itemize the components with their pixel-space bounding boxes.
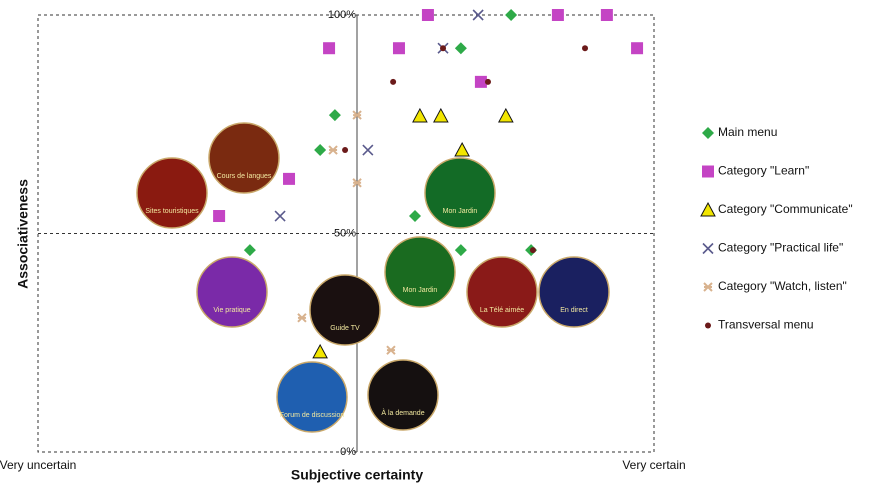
legend-label: Transversal menu (718, 318, 814, 332)
point (390, 78, 397, 85)
legend-marker (703, 282, 713, 292)
point (314, 144, 327, 157)
point (274, 210, 286, 222)
y-axis-title: Associativeness (15, 179, 31, 289)
legend-label: Main menu (718, 125, 777, 139)
point (505, 9, 518, 21)
icon-label: Mon Jardin (403, 287, 438, 294)
point (328, 109, 341, 122)
icon-label: Vie pratique (213, 307, 250, 314)
point (386, 345, 396, 355)
x-tick-label: Very certain (622, 458, 685, 472)
legend-marker (705, 322, 711, 329)
point (412, 107, 428, 123)
point (440, 45, 447, 52)
legend-marker (702, 127, 714, 139)
y-tick-label: 100% (328, 9, 356, 21)
point (297, 313, 307, 323)
point (243, 244, 256, 257)
point (454, 42, 467, 55)
point (352, 178, 362, 188)
point (421, 9, 434, 21)
point (312, 343, 328, 359)
point (433, 107, 449, 123)
point (474, 75, 487, 88)
point (551, 9, 564, 21)
icon-label: Cours de langues (217, 173, 272, 180)
point (342, 147, 349, 154)
legend-marker (700, 201, 716, 217)
point (600, 9, 613, 21)
legend-label: Category "Learn" (718, 164, 809, 178)
point (323, 42, 336, 55)
icon-label: La Télé aimée (480, 307, 524, 314)
icon-label: Mon Jardin (443, 208, 478, 215)
x-tick-label: Very uncertain (0, 458, 76, 472)
icon-label: Forum de discussion (280, 412, 345, 419)
menu-icon (384, 236, 456, 308)
legend-marker (702, 242, 714, 255)
point (328, 145, 338, 155)
point (392, 42, 405, 55)
point (362, 144, 374, 156)
icon-label: À la demande (381, 408, 424, 417)
point (352, 110, 362, 120)
plot-frame (37, 14, 655, 453)
point (454, 244, 467, 257)
point (498, 107, 514, 123)
menu-icon (208, 122, 280, 194)
point (454, 141, 470, 157)
legend-label: Category "Communicate" (718, 202, 853, 216)
point (484, 78, 491, 85)
legend-label: Category "Practical life" (718, 241, 843, 255)
icon-label: Sites touristiques (145, 208, 199, 215)
menu-icon (309, 274, 381, 346)
menu-icon (367, 359, 439, 431)
x-axis-title: Subjective certainty (291, 467, 423, 483)
point (408, 210, 421, 223)
legend-marker (702, 165, 714, 178)
icon-label: En direct (560, 307, 588, 314)
icon-label: Guide TV (330, 325, 360, 332)
menu-icon (196, 256, 268, 328)
point (472, 9, 484, 21)
point (631, 42, 644, 55)
point (213, 210, 226, 223)
point (529, 247, 536, 254)
menu-icon (276, 361, 348, 433)
menu-icon (424, 157, 496, 229)
menu-icon (538, 256, 610, 328)
menu-icon (466, 256, 538, 328)
point (582, 45, 589, 52)
menu-icon (136, 157, 208, 229)
legend-label: Category "Watch, listen" (718, 279, 847, 293)
point (283, 172, 296, 185)
y-tick-label: 0% (340, 446, 356, 458)
